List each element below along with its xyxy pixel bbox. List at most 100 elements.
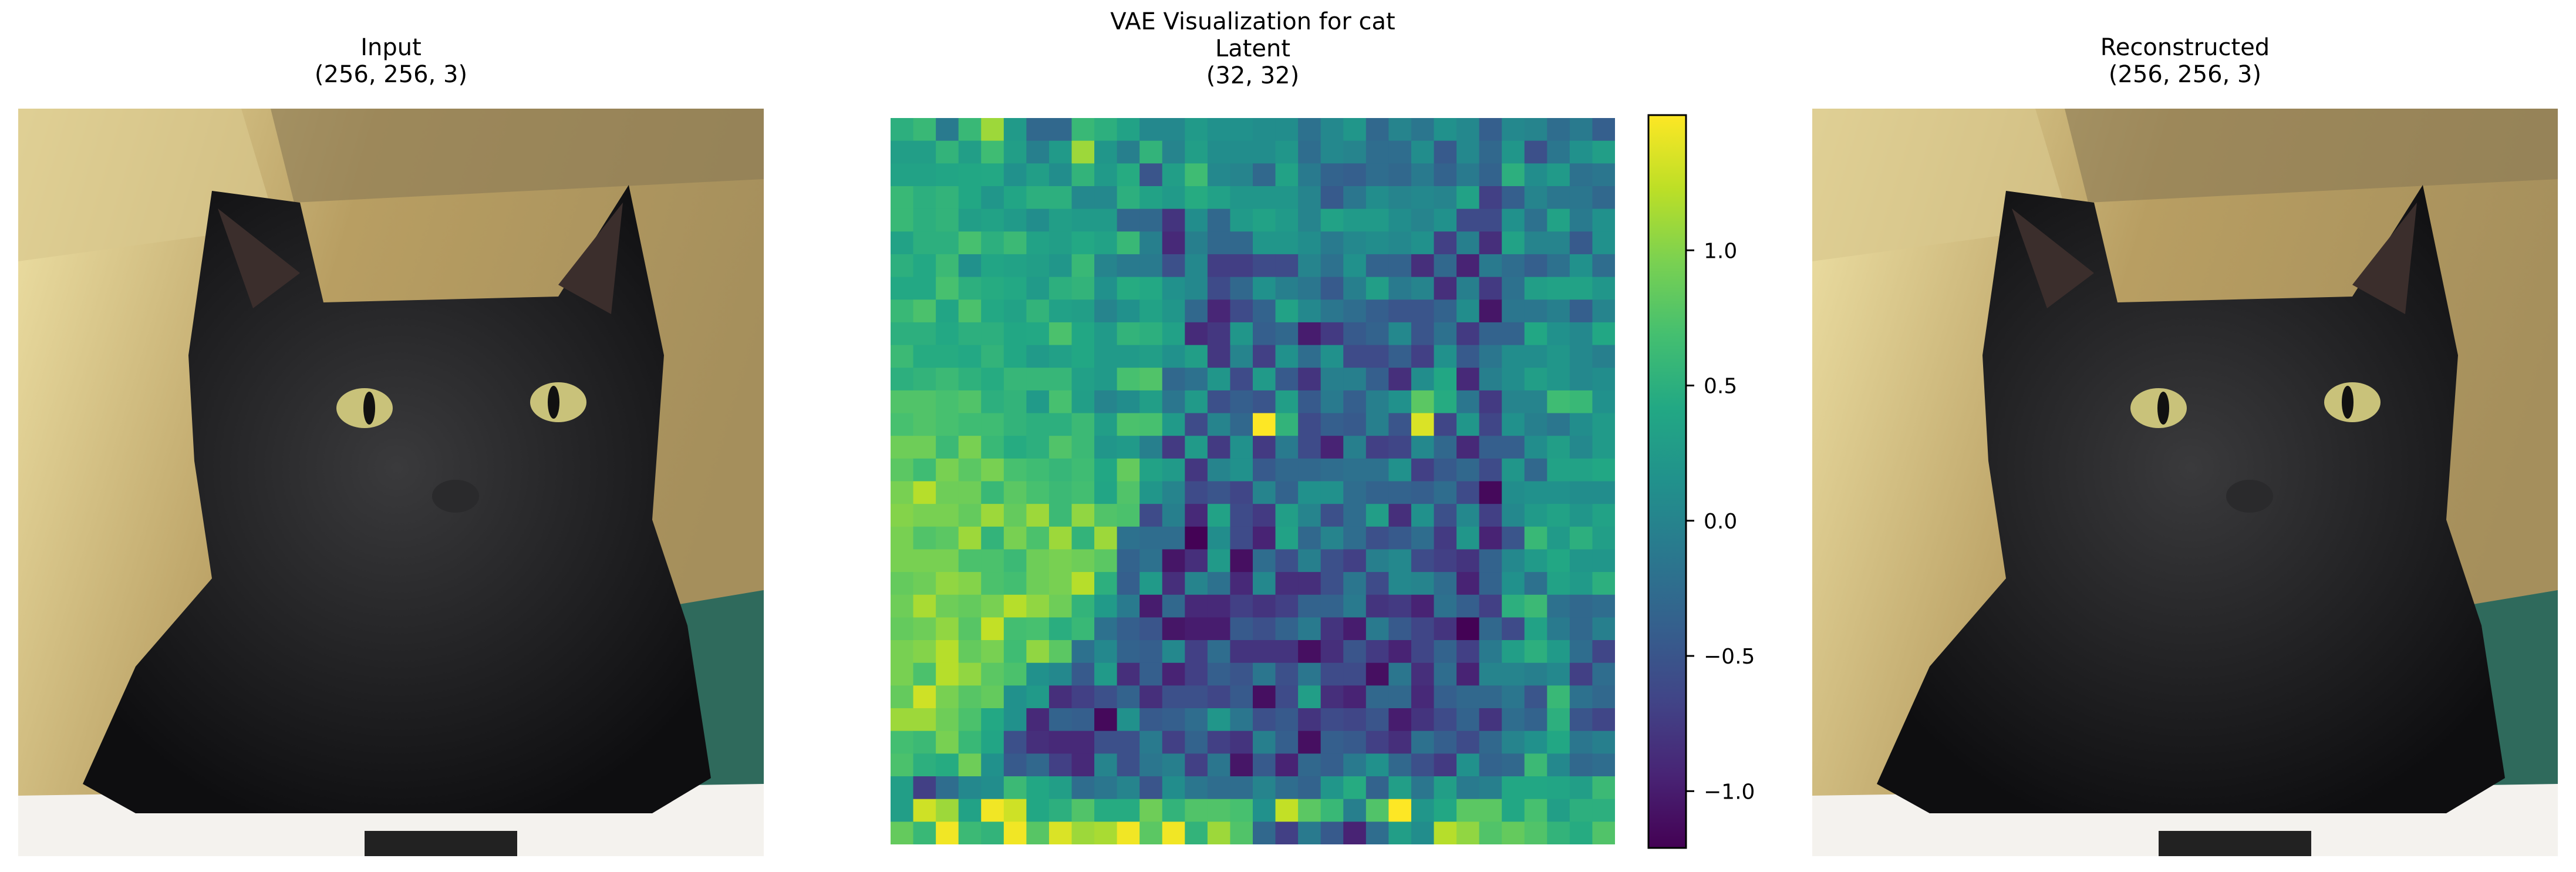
heatmap-cell (936, 345, 959, 368)
heatmap-cell (1139, 254, 1163, 278)
heatmap-cell (1003, 458, 1027, 482)
heatmap-cell (1479, 118, 1502, 142)
heatmap-cell (1388, 640, 1412, 664)
heatmap-cell (1230, 708, 1253, 732)
heatmap-cell (1320, 390, 1344, 414)
heatmap-cell (1343, 708, 1367, 732)
heatmap-cell (1026, 776, 1050, 800)
heatmap-cell (913, 572, 936, 595)
heatmap-cell (891, 163, 914, 187)
heatmap-cell (1071, 481, 1095, 504)
colorbar-frame (1647, 114, 1687, 849)
heatmap-cell (1117, 549, 1140, 573)
heatmap-cell (891, 753, 914, 777)
heatmap-cell (1117, 822, 1140, 844)
heatmap-cell (1411, 118, 1435, 142)
heatmap-cell (1026, 730, 1050, 754)
heatmap-cell (1026, 753, 1050, 777)
heatmap-cell (1456, 730, 1480, 754)
heatmap-cell (1502, 254, 1525, 278)
heatmap-cell (1207, 413, 1231, 436)
heatmap-cell (1547, 413, 1570, 436)
heatmap-cell (1230, 640, 1253, 664)
heatmap-cell (1411, 640, 1435, 664)
heatmap-cell (1343, 799, 1367, 822)
cat-left-ear (218, 208, 300, 308)
heatmap-cell (1547, 118, 1570, 142)
heatmap-cell (1320, 753, 1344, 777)
heatmap-cell (1411, 776, 1435, 800)
colorbar-tick-label: 0.5 (1704, 375, 1737, 399)
input-title-label: Input (360, 34, 422, 61)
heatmap-cell (1026, 822, 1050, 844)
heatmap-cell (1547, 231, 1570, 255)
heatmap-cell (1117, 776, 1140, 800)
heatmap-cell (1479, 730, 1502, 754)
heatmap-cell (1139, 299, 1163, 323)
heatmap-cell (1275, 730, 1299, 754)
heatmap-cell (1230, 458, 1253, 482)
heatmap-cell (1026, 481, 1050, 504)
heatmap-cell (958, 594, 982, 618)
heatmap-cell (1185, 299, 1208, 323)
heatmap-cell (1139, 322, 1163, 346)
heatmap-cell (1026, 458, 1050, 482)
heatmap-cell (1048, 572, 1073, 595)
heatmap-cell (936, 231, 959, 255)
heatmap-cell (1048, 322, 1073, 346)
heatmap-cell (1411, 572, 1435, 595)
heatmap-cell (1162, 504, 1185, 527)
heatmap-cell (1139, 345, 1163, 368)
heatmap-cell (913, 822, 936, 844)
heatmap-cell (1388, 436, 1412, 459)
heatmap-cell (1365, 186, 1389, 210)
heatmap-cell (1071, 662, 1095, 686)
heatmap-cell (1456, 345, 1480, 368)
heatmap-cell (1569, 322, 1593, 346)
heatmap-cell (1139, 753, 1163, 777)
heatmap-cell (1048, 140, 1073, 164)
heatmap-cell (1071, 208, 1095, 232)
heatmap-cell (1048, 345, 1073, 368)
heatmap-cell (913, 685, 936, 709)
heatmap-cell (1592, 504, 1615, 527)
heatmap-cell (936, 753, 959, 777)
heatmap-cell (1298, 118, 1321, 142)
heatmap-cell (1320, 776, 1344, 800)
heatmap-cell (1230, 776, 1253, 800)
heatmap-cell (1071, 685, 1095, 709)
label-plate (2159, 831, 2311, 856)
heatmap-cell (1502, 549, 1525, 573)
heatmap-cell (1230, 254, 1253, 278)
heatmap-cell (1388, 208, 1412, 232)
heatmap-cell (1592, 594, 1615, 618)
heatmap-cell (1298, 322, 1321, 346)
heatmap-cell (1343, 322, 1367, 346)
heatmap-cell (1162, 776, 1185, 800)
heatmap-cell (891, 549, 914, 573)
heatmap-cell (1547, 208, 1570, 232)
heatmap-cell (1479, 685, 1502, 709)
heatmap-cell (1434, 662, 1457, 686)
heatmap-cell (1320, 118, 1344, 142)
heatmap-cell (1388, 231, 1412, 255)
heatmap-cell (1592, 118, 1615, 142)
heatmap-cell (1094, 299, 1118, 323)
heatmap-cell (1003, 345, 1027, 368)
heatmap-cell (1411, 662, 1435, 686)
heatmap-cell (1026, 640, 1050, 664)
heatmap-cell (1094, 799, 1118, 822)
heatmap-cell (1003, 526, 1027, 550)
heatmap-cell (1343, 436, 1367, 459)
heatmap-cell (1048, 368, 1073, 391)
heatmap-cell (1094, 254, 1118, 278)
heatmap-cell (1456, 526, 1480, 550)
heatmap-cell (1547, 822, 1570, 844)
heatmap-cell (1434, 594, 1457, 618)
heatmap-cell (1298, 549, 1321, 573)
heatmap-cell (891, 277, 914, 300)
heatmap-cell (981, 662, 1004, 686)
heatmap-cell (1456, 708, 1480, 732)
heatmap-cell (1275, 799, 1299, 822)
heatmap-cell (1253, 822, 1276, 844)
